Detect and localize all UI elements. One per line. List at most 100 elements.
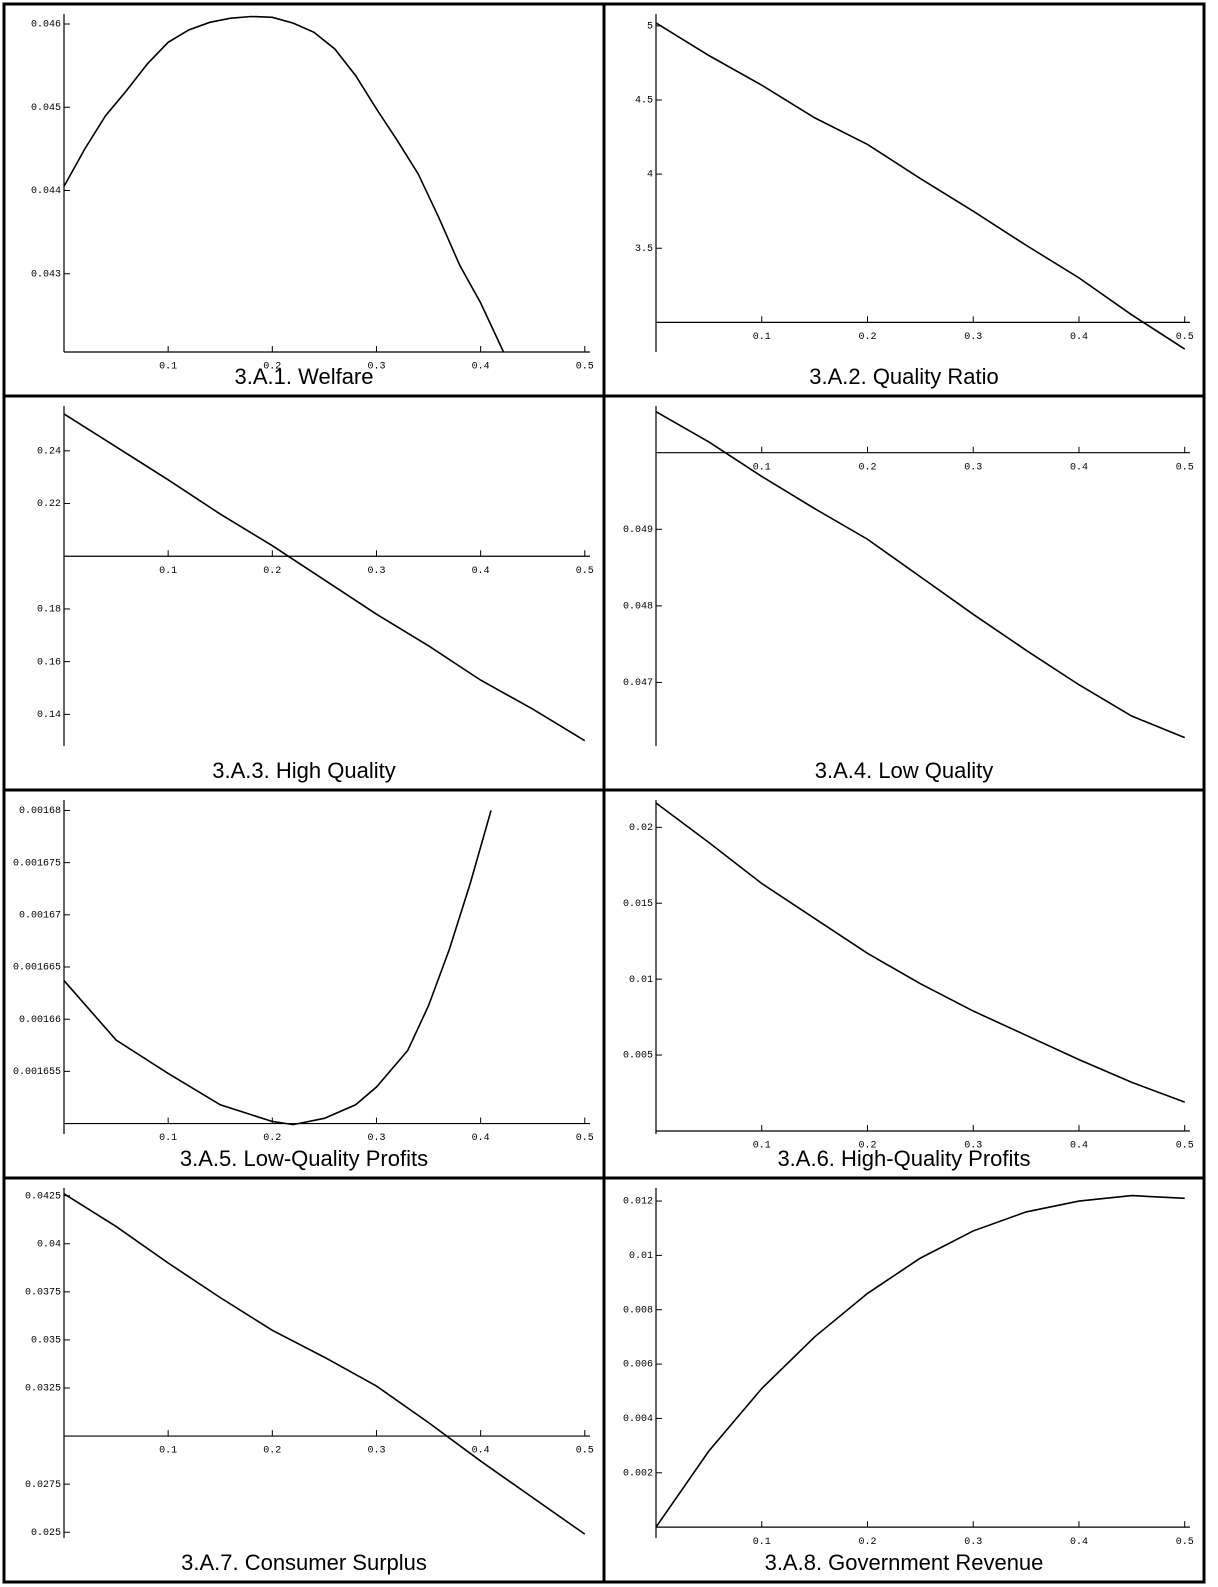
data-line: [655, 410, 1186, 739]
y-tick-label: 0.001675: [13, 858, 61, 869]
x-tick-label: 0.2: [263, 362, 281, 373]
y-tick-label: 0.01: [629, 1251, 653, 1262]
x-tick-label: 0.1: [159, 566, 177, 577]
y-tick-label: 0.025: [31, 1528, 61, 1539]
x-tick-label: 0.5: [576, 1446, 594, 1457]
panel: 0.1 0.2 0.3 0.4 0.5 0.001655 0.00166 0.001665 0.…: [13, 800, 594, 1171]
x-tick-label: 0.5: [576, 362, 594, 373]
plot-area: [655, 410, 1186, 739]
x-tick-label: 0.1: [753, 1537, 771, 1548]
chart-title: 3.A.8. Government Revenue: [765, 1550, 1044, 1575]
panel: 0.1 0.2 0.3 0.4 0.5 0.14 0.16 0.18 0.22 0.24 3.A.3…: [37, 406, 594, 783]
x-tick-label: 0.4: [472, 1446, 490, 1457]
y-tick-label: 0.045: [31, 103, 61, 114]
panel: 0.1 0.2 0.3 0.4 0.5 3.5 4 4.5 5 3.A.2. Quality Ra…: [635, 14, 1194, 389]
plot-area: [655, 802, 1185, 1103]
chart-title: 3.A.7. Consumer Surplus: [181, 1550, 427, 1575]
y-tick-label: 0.043: [31, 269, 61, 280]
y-tick-label: 4: [647, 170, 653, 181]
x-tick-label: 0.1: [159, 362, 177, 373]
x-tick-label: 0.4: [1070, 1537, 1088, 1548]
y-tick-label: 0.044: [31, 186, 61, 197]
plot-area: [63, 413, 586, 742]
chart-title: 3.A.1. Welfare: [235, 364, 374, 389]
panel: 0.1 0.2 0.3 0.4 0.5 0.002 0.004 0.006 0.008 0.01 0…: [623, 1188, 1194, 1575]
x-tick-label: 0.1: [159, 1446, 177, 1457]
y-tick-label: 0.0275: [25, 1480, 61, 1491]
y-tick-label: 0.006: [623, 1360, 653, 1371]
chart-title: 3.A.5. Low-Quality Profits: [180, 1146, 428, 1171]
x-tick-label: 0.5: [576, 1133, 594, 1144]
x-tick-label: 0.3: [964, 1537, 982, 1548]
chart-title: 3.A.3. High Quality: [212, 758, 395, 783]
y-tick-label: 0.14: [37, 710, 61, 721]
x-tick-label: 0.3: [367, 1446, 385, 1457]
y-tick-label: 0.18: [37, 605, 61, 616]
y-tick-label: 0.047: [623, 678, 653, 689]
y-tick-label: 0.001665: [13, 963, 61, 974]
y-tick-label: 0.048: [623, 602, 653, 613]
y-tick-label: 0.24: [37, 446, 61, 457]
x-tick-label: 0.3: [367, 566, 385, 577]
x-tick-label: 0.5: [1176, 332, 1194, 343]
x-tick-label: 0.5: [1176, 1537, 1194, 1548]
x-tick-label: 0.2: [858, 462, 876, 473]
x-tick-label: 0.3: [964, 1141, 982, 1152]
y-tick-label: 0.049: [623, 525, 653, 536]
data-line: [63, 15, 505, 353]
x-tick-label: 0.2: [858, 332, 876, 343]
x-tick-label: 0.1: [159, 1133, 177, 1144]
chart-title: 3.A.6. High-Quality Profits: [777, 1146, 1030, 1171]
y-tick-label: 0.0425: [25, 1191, 61, 1202]
x-tick-label: 0.4: [472, 1133, 490, 1144]
data-line: [655, 1194, 1185, 1528]
y-tick-label: 0.0325: [25, 1384, 61, 1395]
x-tick-label: 0.2: [263, 1446, 281, 1457]
plot-area: [655, 22, 1186, 350]
y-tick-label: 0.00166: [19, 1015, 61, 1026]
x-tick-label: 0.3: [367, 1133, 385, 1144]
x-tick-label: 0.4: [1070, 332, 1088, 343]
x-tick-label: 0.5: [1176, 1141, 1194, 1152]
y-tick-label: 0.16: [37, 657, 61, 668]
plot-area: [655, 1194, 1185, 1528]
data-line: [655, 22, 1186, 350]
y-tick-label: 0.00167: [19, 910, 61, 921]
y-tick-label: 0.001655: [13, 1067, 61, 1078]
y-tick-label: 0.046: [31, 20, 61, 31]
y-tick-label: 0.04: [37, 1239, 61, 1250]
x-tick-label: 0.3: [367, 362, 385, 373]
data-line: [63, 1193, 586, 1535]
panel: 0.1 0.2 0.3 0.4 0.5 0.005 0.01 0.015 0.02 3.A.6. …: [623, 800, 1194, 1171]
chart-title: 3.A.4. Low Quality: [815, 758, 994, 783]
panel: 0.1 0.2 0.3 0.4 0.5 0.043 0.044 0.045 0.046 3.A.1…: [31, 14, 594, 389]
y-tick-label: 3.5: [635, 244, 653, 255]
x-tick-label: 0.2: [858, 1141, 876, 1152]
x-tick-label: 0.3: [964, 332, 982, 343]
x-tick-label: 0.4: [472, 362, 490, 373]
panel: 0.1 0.2 0.3 0.4 0.5 0.025 0.0275 0.0325 0.035 0.0…: [25, 1188, 594, 1575]
y-tick-label: 5: [647, 22, 653, 33]
y-tick-label: 0.002: [623, 1468, 653, 1479]
x-tick-label: 0.1: [753, 462, 771, 473]
y-tick-label: 0.00168: [19, 806, 61, 817]
x-tick-label: 0.5: [1176, 462, 1194, 473]
data-line: [63, 413, 586, 742]
data-line: [655, 802, 1185, 1103]
x-tick-label: 0.2: [858, 1537, 876, 1548]
panel: 0.1 0.2 0.3 0.4 0.5 0.047 0.048 0.049 3.A.4. Low…: [623, 406, 1194, 783]
plot-area: [63, 15, 505, 353]
x-tick-label: 0.4: [472, 566, 490, 577]
y-tick-label: 0.015: [623, 899, 653, 910]
x-tick-label: 0.4: [1070, 462, 1088, 473]
plot-area: [63, 1193, 586, 1535]
x-tick-label: 0.2: [263, 566, 281, 577]
chart-title: 3.A.2. Quality Ratio: [809, 364, 999, 389]
x-tick-label: 0.4: [1070, 1141, 1088, 1152]
y-tick-label: 0.005: [623, 1051, 653, 1062]
x-tick-label: 0.1: [753, 332, 771, 343]
x-tick-label: 0.1: [753, 1141, 771, 1152]
data-line: [63, 810, 492, 1126]
